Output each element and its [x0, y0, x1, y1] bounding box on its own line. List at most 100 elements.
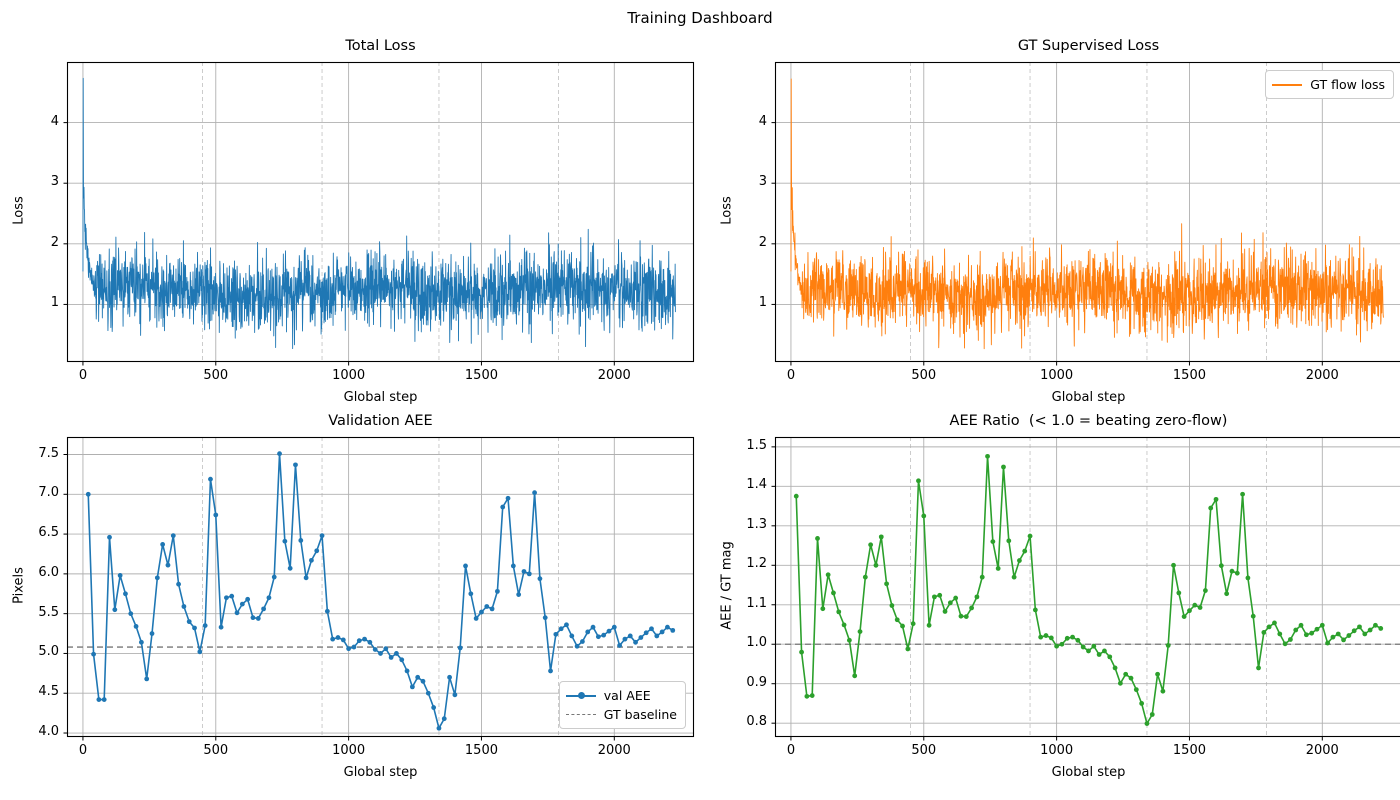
series-marker — [186, 619, 192, 625]
series-marker — [133, 623, 139, 629]
xtick-label-total-loss-1: 500 — [203, 368, 229, 383]
series-marker — [1181, 614, 1187, 620]
series-marker — [558, 626, 564, 632]
series-marker — [921, 513, 927, 519]
series-marker — [271, 574, 277, 580]
xlabel-total-loss: Global step — [343, 390, 418, 405]
series-marker — [1107, 654, 1113, 660]
series-marker — [1213, 496, 1219, 502]
series-marker — [815, 536, 820, 541]
series-line-total-loss-0 — [82, 77, 676, 350]
axes-spines-validation-aee — [66, 436, 695, 738]
legend-entry-validation-aee-1: GT baseline — [565, 705, 677, 724]
ytick-label-validation-aee-2: 5.0 — [38, 644, 59, 660]
series-marker — [367, 639, 373, 645]
ytick-label-validation-aee-6: 7.0 — [38, 485, 59, 501]
xtick-label-total-loss-4: 2000 — [597, 368, 631, 383]
series-marker — [1112, 665, 1118, 671]
xtick-label-aee-ratio-1: 500 — [911, 743, 937, 758]
series-marker — [245, 596, 251, 602]
series-marker — [804, 693, 810, 699]
ytick-label-gt-supervised-loss-3: 4 — [758, 113, 767, 129]
series-marker — [1139, 701, 1145, 706]
series-marker — [218, 624, 224, 630]
series-marker — [601, 632, 607, 638]
series-marker — [1373, 622, 1378, 628]
series-marker — [101, 697, 107, 702]
series-marker — [239, 601, 245, 607]
series-marker — [1096, 652, 1102, 657]
series-marker — [1043, 633, 1049, 638]
series-marker — [1091, 643, 1097, 649]
series-marker — [649, 626, 654, 632]
series-marker — [425, 690, 431, 696]
ylabel-validation-aee: Pixels — [11, 567, 27, 604]
series-marker — [995, 566, 1001, 571]
series-marker — [1197, 605, 1203, 610]
series-marker — [356, 638, 362, 644]
subplot-title-total-loss: Total Loss — [345, 38, 416, 54]
series-marker — [537, 576, 543, 582]
series-marker — [1064, 635, 1070, 641]
series-marker — [916, 478, 921, 484]
series-marker — [926, 622, 932, 628]
series-marker — [521, 569, 527, 574]
series-marker — [1123, 671, 1129, 677]
series-marker — [825, 572, 831, 578]
series-marker — [1032, 607, 1038, 613]
series-marker — [404, 668, 410, 674]
series-marker — [862, 574, 868, 580]
ytick-label-total-loss-0: 1 — [50, 295, 59, 311]
series-marker — [85, 491, 91, 497]
series-marker — [633, 639, 638, 645]
series-marker — [932, 594, 937, 600]
series-marker — [953, 595, 959, 601]
series-marker — [595, 634, 601, 640]
series-marker — [1272, 620, 1277, 626]
xtick-label-total-loss-2: 1000 — [332, 368, 366, 383]
plot-area-gt-supervised-loss — [771, 61, 1400, 366]
series-marker — [399, 657, 405, 663]
series-marker — [1017, 558, 1022, 563]
ytick-label-validation-aee-4: 6.0 — [38, 564, 59, 580]
ytick-label-aee-ratio-2: 1.0 — [746, 635, 767, 651]
series-marker — [473, 616, 479, 621]
plot-area-total-loss — [63, 61, 695, 366]
ytick-label-total-loss-3: 4 — [50, 113, 59, 129]
series-marker — [873, 562, 879, 568]
series-marker — [580, 639, 585, 644]
series-marker — [441, 716, 447, 722]
series-marker — [1266, 624, 1272, 630]
series-marker — [138, 639, 144, 645]
series-marker — [1059, 641, 1065, 647]
series-marker — [128, 611, 134, 617]
legend-gt-supervised-loss[interactable]: GT flow loss — [1265, 70, 1394, 99]
subplot-title-validation-aee: Validation AEE — [328, 413, 433, 429]
legend-swatch-icon — [565, 690, 596, 702]
series-marker — [1335, 631, 1341, 637]
xtick-label-total-loss-0: 0 — [78, 368, 88, 383]
xtick-label-aee-ratio-2: 1000 — [1040, 743, 1074, 758]
series-marker — [1128, 675, 1134, 681]
series-marker — [1298, 622, 1304, 628]
series-marker — [224, 595, 229, 601]
series-marker — [1102, 648, 1107, 654]
ytick-label-aee-ratio-6: 1.4 — [746, 477, 767, 493]
series-marker — [266, 595, 272, 601]
series-marker — [1117, 680, 1123, 686]
series-marker — [985, 453, 990, 459]
legend-validation-aee[interactable]: val AEE GT baseline — [558, 681, 686, 729]
figure-suptitle: Training Dashboard — [627, 9, 773, 27]
series-marker — [974, 594, 980, 600]
ytick-label-validation-aee-3: 5.5 — [38, 604, 59, 620]
series-marker — [208, 476, 213, 482]
series-marker — [569, 633, 575, 639]
gridlines-aee-ratio — [775, 437, 1400, 737]
series-marker — [979, 574, 985, 580]
axes-spines-total-loss — [66, 61, 695, 363]
ytick-label-aee-ratio-0: 0.8 — [746, 714, 767, 730]
series-marker — [144, 676, 150, 682]
series-marker — [1192, 602, 1198, 608]
series-marker — [309, 557, 314, 563]
series-marker — [1293, 627, 1299, 633]
